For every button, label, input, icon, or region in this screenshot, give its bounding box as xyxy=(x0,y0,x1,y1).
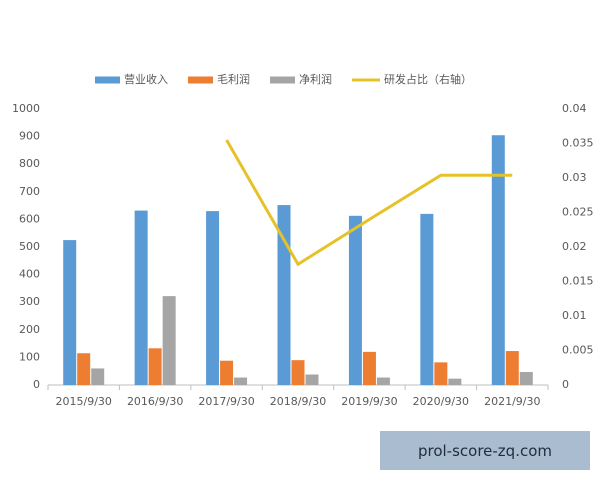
y-tick-label: 100 xyxy=(19,350,40,363)
bar xyxy=(134,210,148,385)
y-tick-label: 800 xyxy=(19,157,40,170)
x-tick-label: 2020/9/30 xyxy=(413,395,469,408)
bar xyxy=(505,351,519,385)
legend-swatch xyxy=(188,76,213,84)
y2-tick-label: 0.025 xyxy=(562,206,594,219)
y-tick-label: 700 xyxy=(19,185,40,198)
bar xyxy=(291,360,305,385)
y-tick-label: 900 xyxy=(19,130,40,143)
y2-tick-label: 0 xyxy=(562,378,569,391)
bar xyxy=(348,215,362,385)
y2-tick-label: 0.03 xyxy=(562,171,587,184)
watermark: prol-score-zq.com xyxy=(380,431,590,470)
line-series xyxy=(225,139,513,267)
x-tick-label: 2016/9/30 xyxy=(127,395,183,408)
legend-label: 净利润 xyxy=(299,72,332,86)
y-tick-label: 300 xyxy=(19,295,40,308)
bar xyxy=(491,135,505,385)
bar xyxy=(91,368,105,385)
bar xyxy=(420,213,434,385)
bar xyxy=(148,348,162,385)
y2-tick-label: 0.005 xyxy=(562,344,594,357)
y-tick-label: 0 xyxy=(33,378,40,391)
bar xyxy=(448,378,462,385)
y-tick-label: 1000 xyxy=(12,102,40,115)
y-tick-label: 400 xyxy=(19,268,40,281)
bar xyxy=(376,377,390,385)
x-tick-label: 2015/9/30 xyxy=(56,395,112,408)
bar xyxy=(234,377,248,385)
y2-tick-label: 0.04 xyxy=(562,102,587,115)
y2-tick-label: 0.015 xyxy=(562,275,594,288)
bar xyxy=(63,240,77,385)
y-tick-label: 500 xyxy=(19,240,40,253)
y-tick-label: 200 xyxy=(19,323,40,336)
y2-tick-label: 0.01 xyxy=(562,309,587,322)
legend-label: 营业收入 xyxy=(124,72,168,86)
bar xyxy=(206,211,220,385)
bar xyxy=(362,351,376,385)
bar xyxy=(162,296,176,385)
y-tick-label: 600 xyxy=(19,212,40,225)
legend-swatch xyxy=(95,76,120,84)
x-tick-label: 2018/9/30 xyxy=(270,395,326,408)
legend-label: 毛利润 xyxy=(217,72,250,86)
bar xyxy=(220,360,234,385)
bar xyxy=(277,205,291,385)
x-tick-label: 2017/9/30 xyxy=(198,395,254,408)
bar xyxy=(77,353,91,385)
bar xyxy=(519,372,533,385)
legend-label: 研发占比（右轴） xyxy=(384,72,472,86)
x-tick-label: 2021/9/30 xyxy=(484,395,540,408)
x-tick-label: 2019/9/30 xyxy=(341,395,397,408)
y2-tick-label: 0.02 xyxy=(562,240,587,253)
bar xyxy=(305,374,319,385)
legend-swatch xyxy=(270,76,295,84)
y2-tick-label: 0.035 xyxy=(562,137,594,150)
bar xyxy=(434,362,448,385)
